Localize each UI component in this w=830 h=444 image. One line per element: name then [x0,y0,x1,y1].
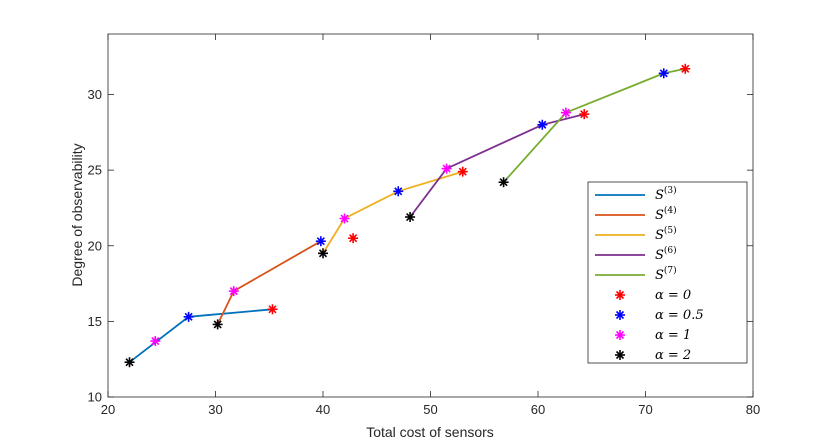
y-axis-label: Degree of observability [69,143,85,286]
legend-marker-0 [615,290,625,300]
marker-alpha-1-point [393,186,404,197]
tick-layer: 20 30 40 50 60 70 80 10 15 20 25 30 [88,34,760,417]
marker-alpha-3-point [405,212,416,223]
x-tick-label: 30 [208,402,222,417]
legend-box [587,181,748,364]
marker-layer [124,63,691,368]
marker-alpha-0-point [579,109,590,120]
marker-alpha-3-point [318,248,328,259]
y-tick-label: 25 [88,163,102,178]
marker-alpha-0-point [267,304,278,315]
legend-label-alpha-3: α = 2 [655,348,691,363]
series-line-5 [322,170,464,254]
marker-alpha-1-point [537,119,548,130]
x-tick-label: 50 [423,402,437,417]
marker-alpha-0-point [680,63,691,74]
marker-alpha-2-point [441,163,452,174]
legend-marker-2 [615,330,625,340]
y-tick-label: 15 [88,314,102,329]
x-tick-label: 20 [101,402,115,417]
marker-alpha-1-point [658,68,669,79]
marker-alpha-2-point [228,286,239,297]
y-tick-label: 10 [88,390,102,405]
marker-alpha-0-point [457,166,468,177]
x-tick-label: 70 [638,402,652,417]
marker-alpha-0-point [348,233,359,244]
x-axis-label: Total cost of sensors [366,424,494,440]
marker-alpha-3-point [498,177,509,188]
series-line-7 [502,67,686,183]
marker-alpha-1-point [315,236,326,247]
marker-alpha-1-point [183,311,194,322]
x-tick-label: 40 [316,402,330,417]
marker-alpha-2-point [150,336,161,347]
marker-alpha-2-point [339,213,350,224]
legend-marker-3 [615,350,625,360]
series-line-6 [409,113,585,218]
marker-alpha-3-point [124,357,135,368]
y-tick-label: 20 [88,238,102,253]
legend: S(3)S(4)S(5)S(6)S(7)α = 0α = 0.5α = 1α =… [587,181,748,364]
legend-label-alpha-0: α = 0 [655,288,691,303]
marker-alpha-3-point [212,319,223,330]
x-tick-label: 60 [531,402,545,417]
x-tick-label: 80 [746,402,760,417]
legend-label-alpha-2: α = 1 [655,328,691,343]
marker-alpha-2-point [560,107,571,118]
y-tick-label: 30 [88,87,102,102]
legend-label-alpha-1: α = 0.5 [655,308,704,323]
legend-marker-1 [615,310,625,320]
